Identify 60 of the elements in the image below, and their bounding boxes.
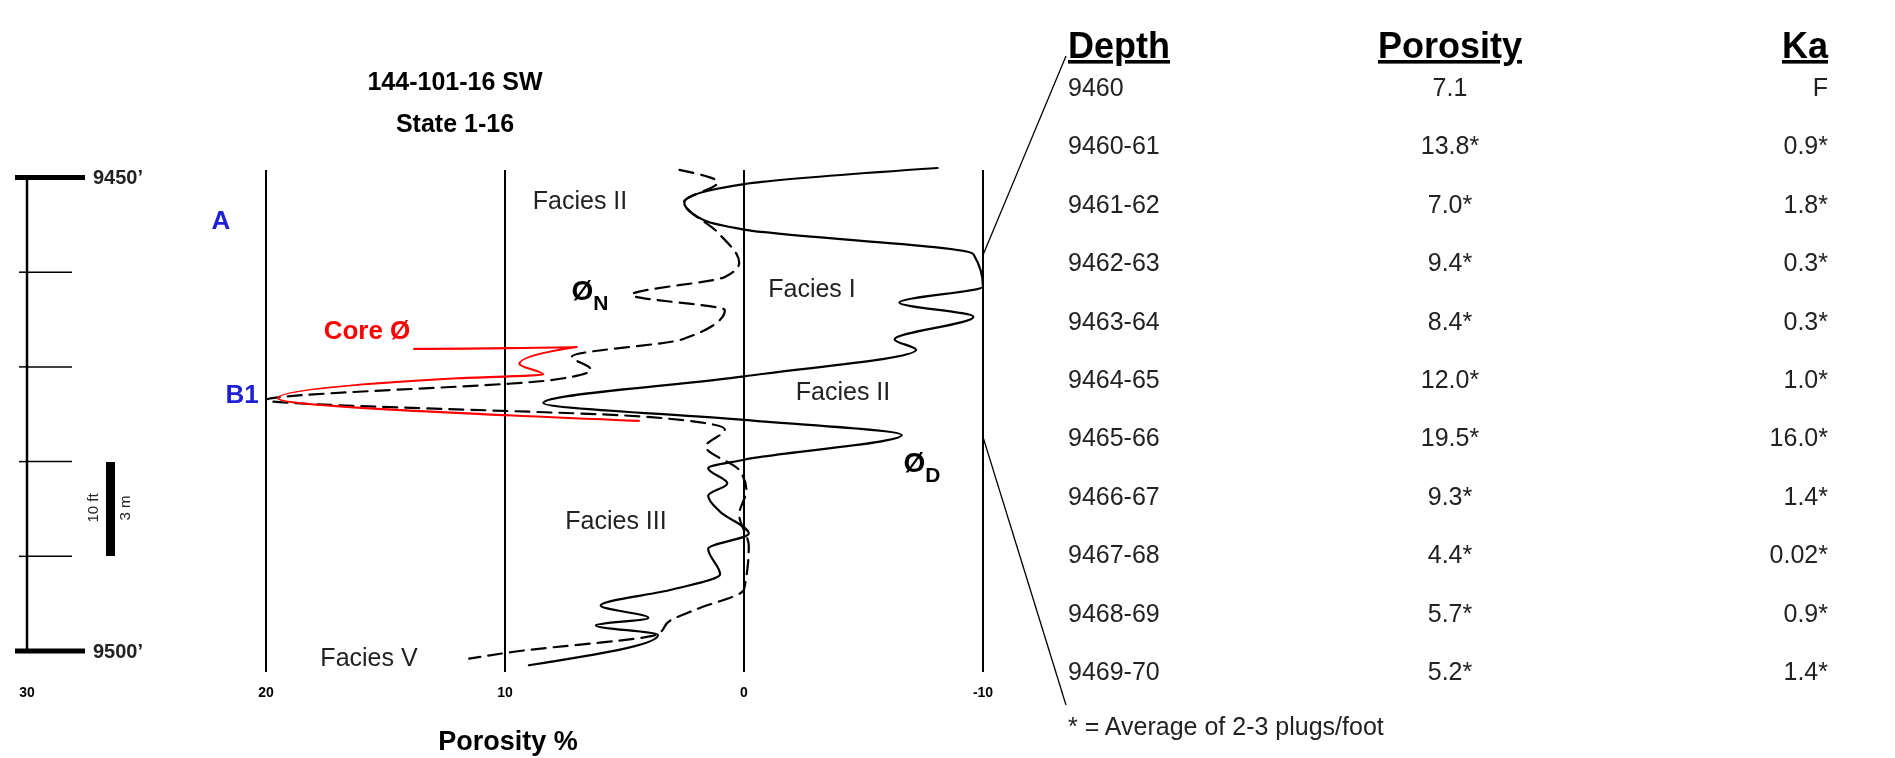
text: 5.7* <box>1427 598 1473 627</box>
x-tick-label: 0 <box>740 684 749 700</box>
text: 5.2* <box>1427 657 1473 685</box>
text: Depth <box>1068 25 1170 66</box>
text: 9463-64 <box>1068 306 1160 335</box>
annotation: Facies II <box>795 376 891 405</box>
text: 0.9* <box>1783 598 1829 627</box>
annotation: Core Ø <box>323 314 411 345</box>
line-series <box>276 345 640 422</box>
annotation: A <box>211 204 231 235</box>
chart-subtitle: State 1-16 <box>395 109 515 137</box>
text: 1.0* <box>1783 365 1829 393</box>
annotation: Ø$_{D}$ <box>903 447 941 487</box>
annotation: B1 <box>225 378 259 409</box>
text: 7.1 <box>1432 73 1468 101</box>
text: 1.4* <box>1783 481 1829 510</box>
x-axis-title: Porosity % <box>438 726 578 756</box>
text: 0.3* <box>1783 306 1829 335</box>
text: 9.3* <box>1427 481 1473 510</box>
annotation: Ø$_{N}$ <box>571 275 609 315</box>
annotation: Facies V <box>320 642 418 671</box>
text: 9460-61 <box>1068 131 1160 160</box>
text: 9.4* <box>1427 248 1473 277</box>
text: 4.4* <box>1427 540 1473 569</box>
text: 1.4* <box>1783 657 1829 685</box>
x-tick-label: 10 <box>497 684 513 700</box>
text: F <box>1812 73 1828 101</box>
text: 7.0* <box>1427 189 1473 218</box>
chart-title: 144-101-16 SW <box>367 67 543 95</box>
text: 9462-63 <box>1068 248 1160 277</box>
y-tick-label: 9500’ <box>93 640 144 663</box>
text: 9466-67 <box>1068 481 1160 510</box>
text: 9468-69 <box>1068 598 1160 627</box>
text: 13.8* <box>1420 131 1480 160</box>
text: Porosity <box>1377 25 1523 66</box>
annotation: Facies I <box>768 273 856 302</box>
text: 19.5* <box>1420 423 1480 452</box>
text: 9465-66 <box>1068 423 1160 452</box>
text: * = Average of 2-3 plugs/foot <box>1068 712 1384 740</box>
annotation: 10 ft <box>83 492 101 523</box>
text: 12.0* <box>1420 365 1480 393</box>
text: 1.8* <box>1783 189 1829 218</box>
text: Ka <box>1781 25 1829 66</box>
y-tick-label: 9450’ <box>93 166 144 189</box>
annotation: Facies III <box>565 505 667 534</box>
text: 9464-65 <box>1068 365 1160 393</box>
text: 0.9* <box>1783 131 1829 160</box>
x-tick-label: -10 <box>972 684 994 700</box>
text: 9460 <box>1068 73 1124 101</box>
text: 16.0* <box>1769 423 1829 452</box>
text: 9461-62 <box>1068 189 1160 218</box>
text: 0.3* <box>1783 248 1829 277</box>
x-tick-label: 30 <box>19 684 35 700</box>
x-tick-label: 20 <box>258 684 274 700</box>
text: 8.4* <box>1427 306 1473 335</box>
text: 9467-68 <box>1068 540 1160 569</box>
annotation: 3 m <box>115 495 133 521</box>
text: 9469-70 <box>1068 657 1160 685</box>
annotation: Facies II <box>532 185 628 214</box>
text: 0.02* <box>1769 540 1829 569</box>
